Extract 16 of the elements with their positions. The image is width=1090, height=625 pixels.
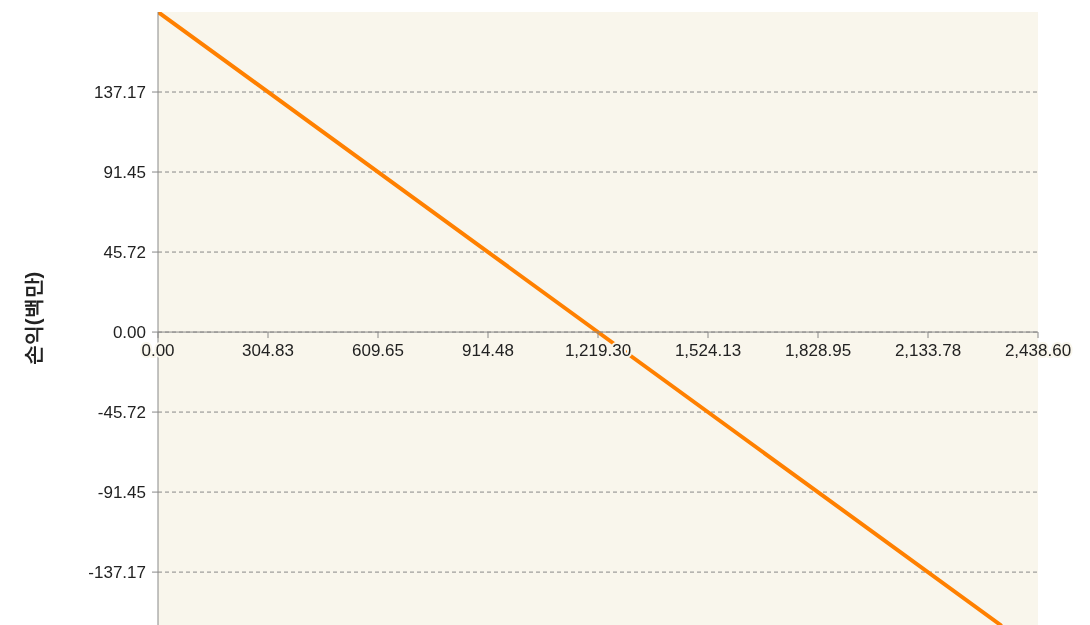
x-tick-label: 0.00: [141, 341, 175, 361]
y-tick-label: 137.17: [94, 82, 146, 102]
x-tick-label: 914.48: [462, 341, 514, 361]
y-tick-label: -91.45: [97, 483, 146, 503]
y-axis-title: 손익(백만): [22, 271, 44, 366]
y-tick-label: -45.72: [97, 403, 146, 423]
x-tick-label: 1,524.13: [674, 341, 742, 361]
y-tick-label: 91.45: [103, 162, 146, 182]
x-tick-label: 1,828.95: [784, 341, 852, 361]
x-tick-label: 609.65: [352, 341, 404, 361]
y-tick-label: 0.00: [112, 323, 146, 343]
x-tick-label: 2,438.60: [1004, 341, 1072, 361]
y-tick-label: 45.72: [103, 243, 146, 263]
y-tick-label: -137.17: [88, 563, 146, 583]
x-tick-label: 304.83: [242, 341, 294, 361]
x-tick-label: 2,133.78: [894, 341, 962, 361]
